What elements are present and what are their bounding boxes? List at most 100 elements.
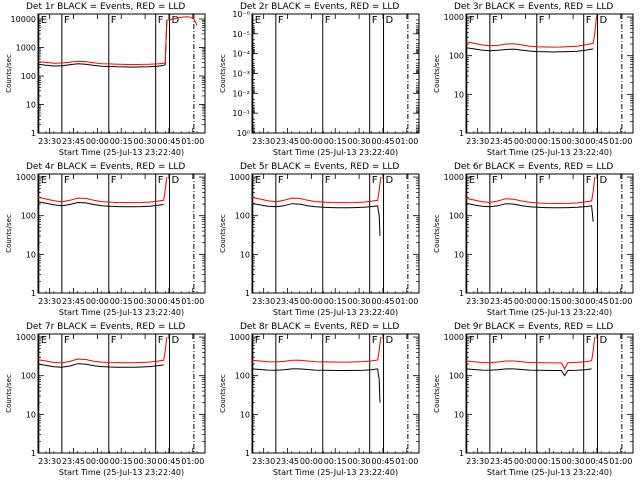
x-tick-label: 00:30 [348, 457, 371, 466]
detector-panel: Det 1r BLACK = Events, RED = LLD Counts/s… [5, 2, 206, 157]
events-series-line [37, 201, 164, 208]
plot-frame [465, 13, 634, 134]
y-tick-label: 1 [245, 289, 250, 298]
x-tick-label: 01:00 [395, 137, 418, 146]
x-tick-label: 00:00 [86, 297, 109, 306]
event-marker-label: D [172, 175, 180, 186]
x-axis-label: Start Time (25-Jul-13 23:22:40) [59, 148, 184, 157]
event-marker-label: F [111, 175, 117, 186]
x-tick-label: 00:15 [324, 297, 347, 306]
y-tick-label: 10000 [11, 15, 36, 24]
plot-frame [251, 333, 420, 454]
y-axis-label: Counts/sec [5, 54, 13, 93]
x-axis-label: Start Time (25-Jul-13 23:22:40) [59, 308, 184, 317]
event-marker-label: F [469, 335, 475, 346]
event-marker-label: D [600, 175, 608, 186]
y-tick-label: 100 [21, 372, 36, 381]
event-marker-label: F [158, 175, 164, 186]
x-tick-label: 00:00 [514, 297, 537, 306]
events-series-line [251, 368, 381, 403]
y-tick-label: 10 [240, 250, 250, 259]
x-tick-label: 23:45 [276, 137, 299, 146]
lld-series-line [465, 17, 597, 48]
panel-title: Det 2r BLACK = Events, RED = LLD [240, 2, 399, 12]
x-tick-label: 23:45 [490, 457, 513, 466]
x-tick-label: 00:00 [300, 297, 323, 306]
y-axis-label: Counts/sec [433, 374, 441, 413]
x-tick-label: 00:30 [348, 297, 371, 306]
event-marker-label: F [278, 335, 284, 346]
x-tick-label: 23:45 [276, 297, 299, 306]
x-tick-label: 01:00 [181, 457, 204, 466]
y-tick-label: 1 [31, 129, 36, 138]
x-tick-label: 00:45 [585, 137, 608, 146]
x-tick-label: 00:15 [538, 137, 561, 146]
x-tick-label: 00:00 [514, 137, 537, 146]
x-axis-label: Start Time (25-Jul-13 23:22:40) [487, 468, 612, 477]
plot-frame [465, 333, 634, 454]
x-tick-label: 00:45 [157, 457, 180, 466]
x-tick-label: 23:30 [252, 137, 275, 146]
x-tick-label: 00:15 [324, 457, 347, 466]
event-marker-label: F [586, 335, 592, 346]
y-tick-label: 1 [245, 449, 250, 458]
event-marker-label: F [111, 335, 117, 346]
event-marker-label: F [255, 335, 261, 346]
y-tick-label: 100 [235, 212, 250, 221]
y-tick-label: 10⁰ [237, 129, 250, 138]
y-tick-label: 1 [459, 129, 464, 138]
y-tick-label: 100 [449, 212, 464, 221]
detector-panel: Det 7r BLACK = Events, RED = LLD Counts/s… [5, 322, 206, 477]
event-marker-label: D [386, 15, 394, 26]
event-marker-label: F [64, 175, 70, 186]
event-marker-label: F [278, 15, 284, 26]
detector-panel: Det 9r BLACK = Events, RED = LLD Counts/s… [433, 322, 634, 477]
events-series-line [251, 202, 381, 236]
y-tick-label: 10⁻² [232, 89, 250, 98]
x-tick-label: 01:00 [395, 457, 418, 466]
x-tick-label: 00:15 [538, 457, 561, 466]
event-marker-label: D [386, 335, 394, 346]
x-tick-label: 01:00 [181, 297, 204, 306]
y-tick-label: 1 [459, 289, 464, 298]
event-marker-label: F [158, 15, 164, 26]
detector-panel: Det 8r BLACK = Events, RED = LLD Counts/s… [219, 322, 420, 477]
x-tick-label: 23:45 [276, 457, 299, 466]
x-tick-label: 01:00 [609, 297, 632, 306]
x-tick-label: 23:30 [38, 457, 61, 466]
x-tick-label: 00:00 [300, 457, 323, 466]
event-marker-label: F [64, 15, 70, 26]
y-axis-label: Counts/sec [219, 54, 227, 93]
y-tick-label: 10⁻⁵ [232, 30, 250, 39]
event-marker-label: D [386, 175, 394, 186]
y-tick-label: 10⁻³ [232, 70, 250, 79]
event-marker-label: E [41, 335, 47, 346]
event-marker-label: F [278, 175, 284, 186]
x-tick-label: 00:30 [134, 297, 157, 306]
x-tick-label: 00:45 [371, 137, 394, 146]
lld-series-line [465, 337, 596, 370]
y-tick-label: 1 [31, 449, 36, 458]
x-tick-label: 00:15 [324, 137, 347, 146]
x-tick-label: 00:00 [514, 457, 537, 466]
x-axis-label: Start Time (25-Jul-13 23:22:40) [273, 148, 398, 157]
x-axis-label: Start Time (25-Jul-13 23:22:40) [59, 468, 184, 477]
y-tick-label: 1000 [16, 173, 36, 182]
event-marker-label: F [469, 15, 475, 26]
y-tick-label: 100 [21, 212, 36, 221]
y-tick-label: 10 [454, 250, 464, 259]
x-tick-label: 00:30 [348, 137, 371, 146]
y-axis-label: Counts/sec [219, 214, 227, 253]
lld-series-line [37, 16, 198, 66]
lld-series-line [251, 177, 382, 204]
x-axis-label: Start Time (25-Jul-13 23:22:40) [273, 468, 398, 477]
event-marker-label: F [325, 335, 331, 346]
y-tick-label: 1000 [16, 333, 36, 342]
event-marker-label: E [255, 175, 261, 186]
detector-panel: Det 2r BLACK = Events, RED = LLD Counts/s… [219, 2, 420, 157]
y-tick-label: 100 [21, 72, 36, 81]
event-marker-label: F [111, 15, 117, 26]
event-marker-label: F [492, 175, 498, 186]
events-series-line [465, 202, 594, 222]
event-marker-label: E [255, 15, 261, 26]
